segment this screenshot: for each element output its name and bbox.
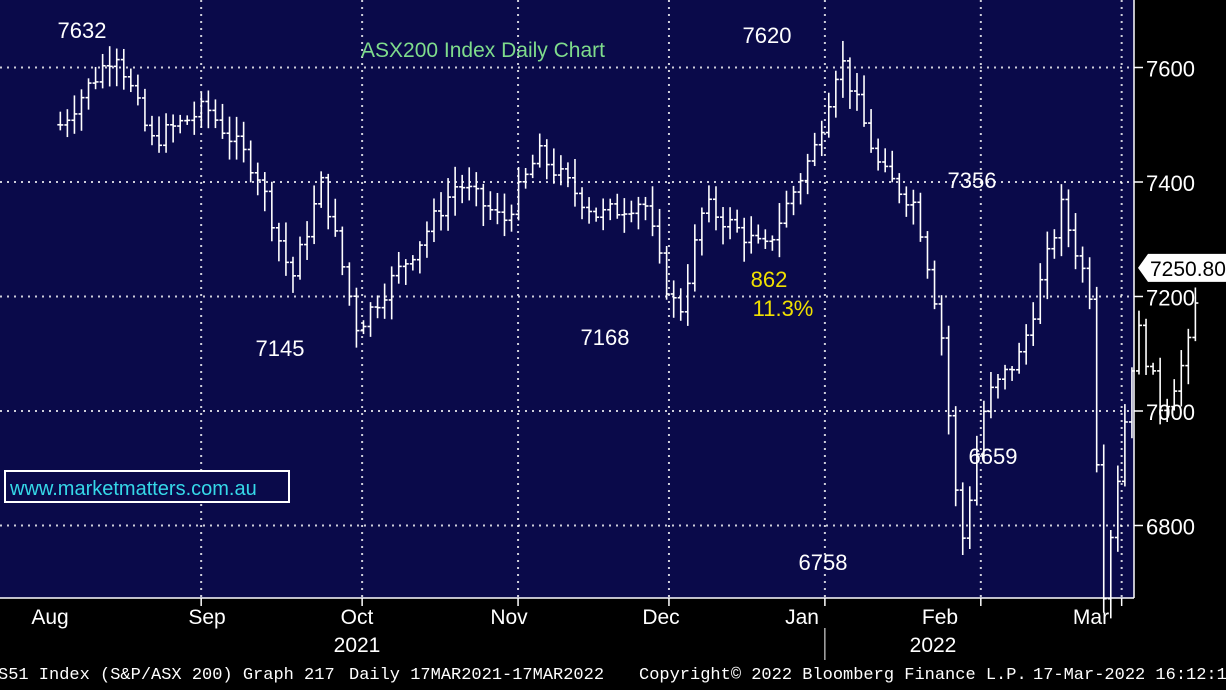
footer-copyright: Copyright© 2022 Bloomberg Finance L.P. xyxy=(639,666,1027,685)
x-month-label: Jan xyxy=(785,606,819,629)
footer-timestamp: 17-Mar-2022 16:12:1 xyxy=(1033,666,1226,685)
axes: 6800 7000 7200 7400 7600 Aug Sep Oct Nov Dec Jan Fe… xyxy=(0,0,1195,660)
x-month-label: Dec xyxy=(642,606,679,629)
x-year-label: 2021 xyxy=(334,634,381,657)
move-label: 11.3% xyxy=(753,296,814,321)
x-month-label: Feb xyxy=(922,606,958,629)
y-tick-label: 6800 xyxy=(1146,515,1195,540)
x-month-label: Oct xyxy=(341,606,374,629)
move-label: 862 xyxy=(751,267,788,292)
x-month-label: Mar xyxy=(1073,606,1109,629)
price-annotation: 7145 xyxy=(256,336,305,361)
footer-range: Daily 17MAR2021-17MAR2022 xyxy=(349,666,605,685)
y-tick-label: 7400 xyxy=(1146,171,1195,196)
price-annotation: 7356 xyxy=(948,168,997,193)
y-axis-area xyxy=(1134,0,1226,598)
x-month-label: Sep xyxy=(188,606,225,629)
x-axis-area xyxy=(0,598,1226,662)
footer-security: S51 Index (S&P/ASX 200) Graph 217 xyxy=(0,666,335,685)
price-annotation: 6659 xyxy=(969,444,1018,469)
price-annotation: 6758 xyxy=(799,550,848,575)
last-price-label: 7250.80 xyxy=(1150,258,1226,281)
price-annotation: 7620 xyxy=(743,23,792,48)
footer-bar: S51 Index (S&P/ASX 200) Graph 217 Daily … xyxy=(0,662,1226,690)
watermark-box xyxy=(4,470,290,503)
watermark-text: www.marketmatters.com.au xyxy=(9,478,257,500)
last-price-tag xyxy=(1138,253,1226,282)
chart-title: ASX200 Index Daily Chart xyxy=(361,39,605,62)
plot-area xyxy=(0,0,1134,598)
x-month-label: Aug xyxy=(31,606,68,629)
y-tick-label: 7200 xyxy=(1146,286,1195,311)
price-bars xyxy=(57,40,1199,619)
x-year-label: 2022 xyxy=(910,634,957,657)
x-month-label: Nov xyxy=(490,606,528,629)
y-tick-label: 7000 xyxy=(1146,400,1195,425)
y-tick-label: 7600 xyxy=(1146,57,1195,82)
price-annotation: 7168 xyxy=(581,325,630,350)
annotations: ASX200 Index Daily Chart 7632 7145 7168 7620… xyxy=(4,18,1226,575)
price-annotation: 7632 xyxy=(58,18,107,43)
